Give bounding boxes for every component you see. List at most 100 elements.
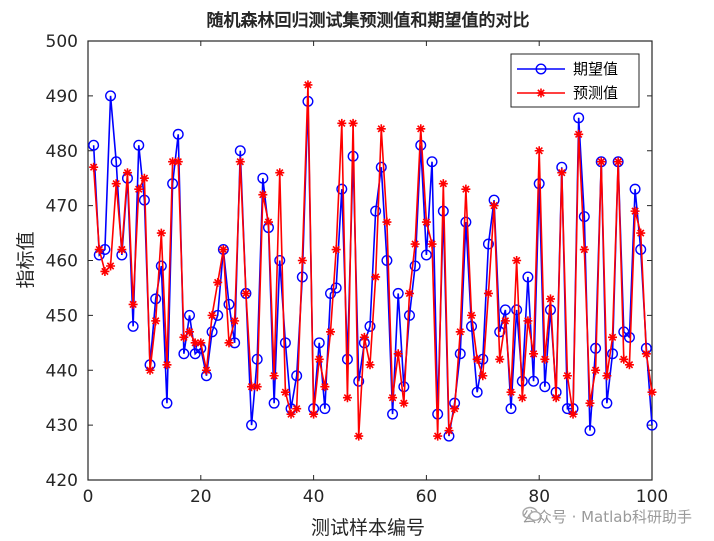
data-point-expected [268, 397, 280, 409]
data-point-predicted [602, 371, 612, 381]
data-point-expected [601, 397, 613, 409]
data-point-expected [279, 337, 291, 349]
data-point-predicted [433, 431, 443, 441]
data-point-predicted [540, 354, 550, 364]
data-point-predicted [478, 371, 488, 381]
data-point-expected [409, 260, 421, 272]
plot-area: 420 430 440 450 460 470 480 490 500 0 20 40 60 80 100 [46, 32, 669, 507]
data-point-predicted [613, 157, 623, 167]
x-tick-label: 60 [416, 487, 438, 507]
data-point-expected [364, 320, 376, 332]
data-point-predicted [348, 118, 358, 128]
data-point-expected [646, 419, 658, 431]
data-point-predicted [185, 327, 195, 337]
data-point-expected [387, 408, 399, 420]
y-tick-label: 430 [46, 416, 78, 436]
data-point-predicted [388, 393, 398, 403]
data-point-expected [234, 145, 246, 157]
y-tick-label: 490 [46, 87, 78, 107]
data-point-expected [539, 381, 551, 393]
data-point-predicted [201, 365, 211, 375]
data-point-predicted [495, 354, 505, 364]
data-point-predicted [162, 360, 172, 370]
data-point-expected [257, 172, 269, 184]
data-point-predicted [359, 332, 369, 342]
x-tick-label: 40 [303, 487, 325, 507]
data-point-predicted [168, 157, 178, 167]
data-point-predicted [320, 382, 330, 392]
data-point-predicted [444, 426, 454, 436]
data-point-expected [127, 320, 139, 332]
data-point-predicted [483, 288, 493, 298]
data-point-expected [291, 370, 303, 382]
chart-title: 随机森林回归测试集预测值和期望值的对比 [207, 10, 530, 31]
y-tick-label: 470 [46, 197, 78, 217]
data-point-predicted [512, 256, 522, 265]
data-point-expected [223, 298, 235, 310]
data-point-predicted [224, 338, 234, 348]
x-tick-label: 20 [190, 487, 212, 507]
legend-marker [535, 63, 547, 75]
data-point-predicted [106, 261, 116, 271]
data-point-predicted [151, 316, 161, 326]
data-point-expected [353, 375, 365, 387]
data-point-expected [482, 238, 494, 250]
data-point-expected [454, 348, 466, 360]
data-point-expected [155, 260, 167, 272]
data-point-expected [150, 293, 162, 305]
data-point-predicted [303, 80, 313, 90]
data-point-predicted [393, 349, 403, 359]
data-point-expected [573, 112, 585, 124]
data-point-predicted [365, 360, 375, 370]
data-point-predicted [292, 404, 302, 414]
data-point-expected [336, 183, 348, 195]
data-point-expected [189, 348, 201, 360]
data-point-predicted [94, 245, 104, 255]
data-point-predicted [641, 349, 651, 359]
data-point-predicted [450, 404, 460, 414]
data-point-expected [584, 425, 596, 437]
series-2 [89, 80, 657, 441]
data-point-predicted [427, 239, 437, 249]
data-point-expected [330, 282, 342, 294]
data-point-predicted [404, 288, 414, 298]
data-point-predicted [337, 118, 347, 128]
data-point-predicted [122, 168, 132, 178]
legend-label: 预测值 [573, 84, 618, 102]
data-point-expected [206, 326, 218, 338]
data-point-expected [392, 287, 404, 299]
data-point-expected [403, 309, 415, 321]
data-point-predicted [523, 316, 533, 326]
data-point-predicted [196, 338, 206, 348]
data-point-predicted [438, 179, 448, 189]
data-point-predicted [275, 168, 285, 178]
data-point-expected [178, 348, 190, 360]
data-point-predicted [218, 245, 228, 255]
data-point-expected [375, 161, 387, 173]
data-point-expected [511, 304, 523, 316]
data-point-expected [313, 337, 325, 349]
legend-marker [536, 88, 546, 98]
data-point-expected [522, 271, 534, 283]
data-point-predicted [585, 398, 595, 408]
data-point-expected [505, 403, 517, 415]
data-point-expected [319, 403, 331, 415]
data-point-predicted [529, 349, 539, 359]
data-point-predicted [173, 157, 183, 167]
data-point-predicted [326, 327, 336, 337]
data-point-predicted [399, 398, 409, 408]
data-point-predicted [619, 354, 629, 364]
data-point-predicted [354, 431, 364, 441]
data-point-predicted [235, 157, 245, 167]
data-point-expected [184, 309, 196, 321]
data-point-expected [161, 397, 173, 409]
data-point-expected [110, 156, 122, 168]
watermark-text: 公众号 · Matlab科研助手 [521, 508, 692, 526]
data-point-expected [607, 348, 619, 360]
data-point-predicted [489, 201, 499, 211]
data-point-predicted [630, 206, 640, 216]
data-point-predicted [111, 179, 121, 189]
data-point-predicted [117, 245, 127, 255]
data-point-predicted [624, 360, 634, 370]
